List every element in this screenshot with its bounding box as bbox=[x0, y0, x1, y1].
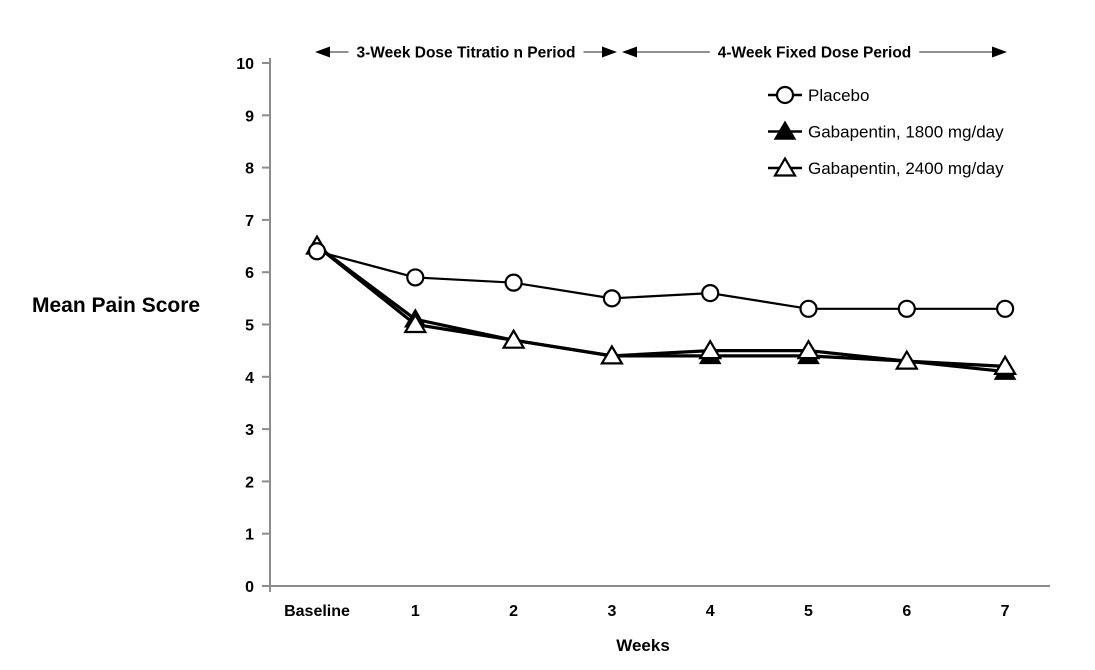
series-line bbox=[316, 250, 1006, 310]
y-tick-label: 0 bbox=[245, 579, 254, 596]
open-triangle-marker bbox=[698, 338, 723, 360]
y-tick-label: 9 bbox=[245, 108, 254, 125]
annotation-label: 4-Week Fixed Dose Period bbox=[718, 45, 912, 62]
axes: 0 1 2 3 4 5 6 7 8 9 10 Baseline 1 2 3 4 5 6 7 bbox=[236, 56, 1050, 620]
y-tick-label: 5 bbox=[245, 318, 254, 335]
open-triangle-marker bbox=[993, 354, 1018, 375]
period-annotation: 4-Week Fixed Dose Period bbox=[622, 45, 1007, 62]
arrowhead-left-icon bbox=[315, 46, 330, 58]
y-tick-label: 10 bbox=[236, 56, 254, 73]
open-circle-marker bbox=[602, 289, 622, 308]
x-tick-label: 6 bbox=[902, 603, 911, 620]
open-circle-marker bbox=[995, 299, 1015, 318]
x-tick-label: 5 bbox=[804, 603, 813, 620]
data-series bbox=[305, 234, 1018, 380]
arrowhead-right-icon bbox=[992, 46, 1007, 58]
open-circle-marker bbox=[799, 299, 818, 318]
open-circle-marker bbox=[307, 242, 327, 261]
y-tick-label: 1 bbox=[245, 527, 254, 544]
open-circle-marker bbox=[897, 299, 916, 318]
open-circle-marker bbox=[406, 268, 425, 287]
x-tick-label: 4 bbox=[706, 603, 715, 620]
legend-item: Gabapentin, 1800 mg/day bbox=[768, 120, 1004, 142]
legend-label: Gabapentin, 1800 mg/day bbox=[808, 123, 1004, 142]
open-triangle-marker bbox=[599, 344, 624, 365]
y-axis-title: Mean Pain Score bbox=[32, 294, 200, 317]
open-triangle-marker bbox=[501, 328, 526, 349]
arrowhead-right-icon bbox=[602, 46, 617, 58]
y-tick-label: 6 bbox=[245, 265, 254, 282]
x-tick-label: Baseline bbox=[284, 603, 350, 620]
open-triangle-marker bbox=[894, 349, 919, 370]
open-circle-marker bbox=[504, 273, 523, 292]
filled-triangle-marker bbox=[773, 120, 797, 140]
annotation-label: 3-Week Dose Titratio n Period bbox=[356, 45, 575, 62]
series-line bbox=[316, 244, 1006, 368]
series-placebo bbox=[307, 242, 1015, 318]
open-circle-marker bbox=[775, 85, 795, 105]
open-triangle-marker bbox=[773, 156, 797, 177]
period-annotation: 3-Week Dose Titratio n Period bbox=[315, 45, 617, 62]
open-triangle-marker bbox=[403, 312, 428, 334]
period-annotations: 3-Week Dose Titratio n Period 4-Week Fixe… bbox=[315, 45, 1007, 62]
x-tick-label: 1 bbox=[411, 603, 420, 620]
y-tick-label: 2 bbox=[245, 474, 254, 491]
open-circle-marker bbox=[701, 284, 720, 303]
legend-item: Gabapentin, 2400 mg/day bbox=[768, 156, 1004, 178]
y-tick-label: 8 bbox=[245, 161, 254, 178]
legend-label: Gabapentin, 2400 mg/day bbox=[808, 159, 1004, 178]
x-tick-label: 2 bbox=[509, 603, 518, 620]
x-tick-label: 3 bbox=[607, 603, 616, 620]
x-axis-title: Weeks bbox=[616, 636, 670, 655]
y-tick-label: 4 bbox=[245, 370, 254, 387]
open-triangle-marker bbox=[796, 338, 821, 360]
x-tick-label: 7 bbox=[1001, 603, 1010, 620]
arrowhead-left-icon bbox=[622, 46, 637, 58]
y-tick-label: 3 bbox=[245, 422, 254, 439]
legend: Placebo Gabapentin, 1800 mg/day Gabapentin… bbox=[768, 85, 1004, 178]
legend-label: Placebo bbox=[808, 86, 869, 105]
legend-item: Placebo bbox=[768, 85, 869, 105]
y-tick-label: 7 bbox=[245, 213, 254, 230]
